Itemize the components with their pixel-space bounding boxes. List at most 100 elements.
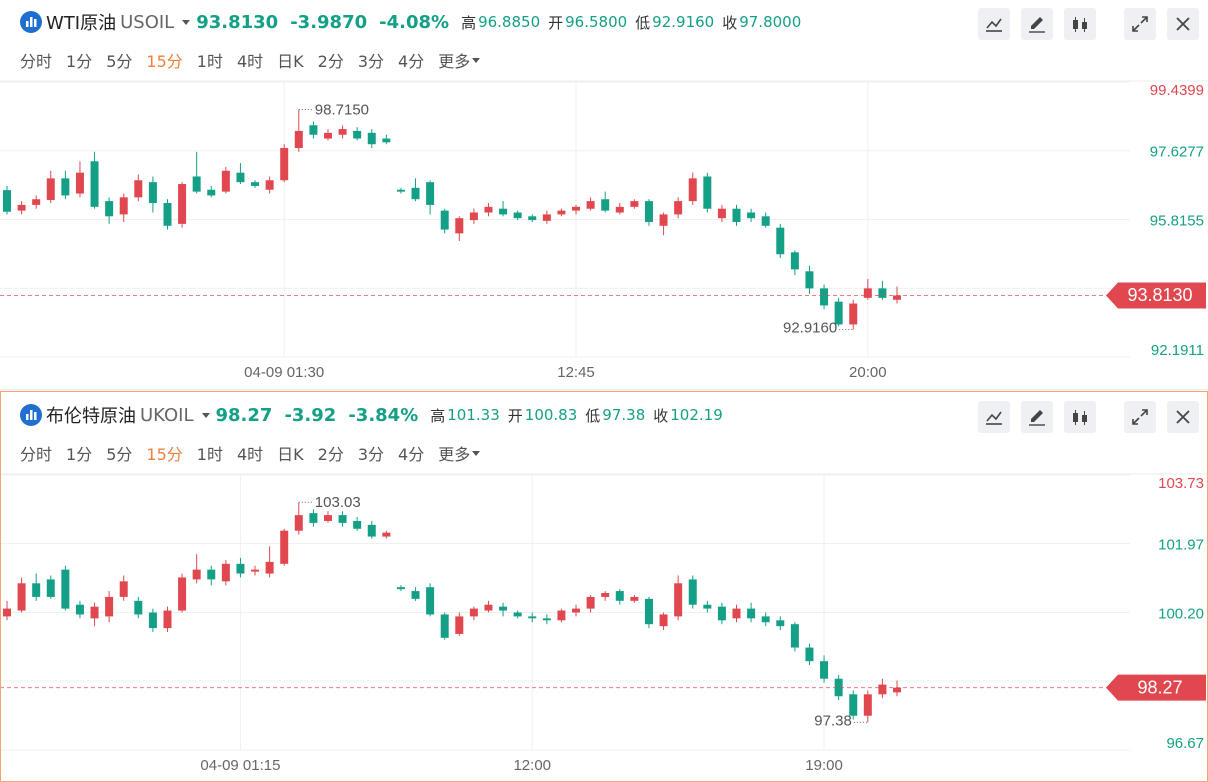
- candle-body: [776, 227, 785, 255]
- y-tick-label: 99.4399: [1150, 82, 1204, 99]
- max-label: 103.03: [315, 494, 361, 511]
- candle-body: [659, 214, 668, 226]
- interval-option[interactable]: 5分: [106, 445, 133, 464]
- candle-body: [659, 614, 668, 627]
- interval-option[interactable]: 3分: [357, 52, 385, 71]
- chart-type-button[interactable]: [1064, 8, 1096, 40]
- candle-body: [105, 201, 114, 217]
- candle-body: [542, 618, 551, 621]
- indicator-button[interactable]: [978, 401, 1010, 433]
- candle-body: [586, 596, 595, 609]
- candle-body: [761, 216, 770, 226]
- stat-name: 开: [548, 13, 564, 32]
- interval-option[interactable]: 更多: [438, 52, 471, 71]
- indicator-button[interactable]: [978, 8, 1010, 40]
- candle-body: [411, 187, 420, 200]
- interval-option[interactable]: 4分: [398, 445, 425, 464]
- interval-option[interactable]: 15分: [146, 445, 183, 464]
- stat-value: 100.83: [524, 406, 578, 424]
- stat-value: 96.8850: [478, 13, 541, 31]
- instrument-symbol[interactable]: USOIL: [120, 11, 175, 33]
- last-price-badge-label: 98.27: [1137, 677, 1182, 697]
- candle-body: [46, 178, 55, 200]
- candle-body: [178, 184, 187, 224]
- candle-body: [192, 176, 201, 192]
- candle-body: [323, 132, 332, 139]
- instrument-name: WTI原油: [46, 13, 117, 34]
- interval-option[interactable]: 2分: [317, 52, 344, 71]
- candle-body: [644, 201, 653, 222]
- icon: [20, 404, 42, 426]
- fullscreen-button[interactable]: [1124, 8, 1156, 40]
- candle-body: [163, 610, 172, 629]
- interval-option[interactable]: 1时: [196, 52, 223, 71]
- candle-body: [790, 624, 799, 648]
- y-tick-label: 101.97: [1158, 537, 1204, 554]
- x-tick-label: 04-09 01:15: [200, 757, 280, 774]
- candle-body: [863, 694, 872, 716]
- candle-body: [251, 569, 260, 572]
- interval-option[interactable]: 3分: [357, 445, 385, 464]
- symbol-icon: [20, 11, 42, 33]
- stat-name: 低: [635, 13, 651, 32]
- x-tick-label: 12:00: [513, 757, 551, 774]
- candle-body: [557, 610, 566, 621]
- candle-body: [469, 212, 478, 221]
- stat-value: 97.38: [602, 406, 646, 424]
- candle-body: [61, 178, 70, 196]
- interval-option[interactable]: 1时: [196, 445, 223, 464]
- fullscreen-button[interactable]: [1124, 401, 1156, 433]
- candle-body: [134, 180, 143, 198]
- draw-button[interactable]: [1021, 8, 1053, 40]
- close-button[interactable]: [1167, 401, 1199, 433]
- candle-body: [17, 583, 26, 611]
- candle-body: [353, 520, 362, 529]
- interval-option[interactable]: 更多: [438, 445, 471, 464]
- interval-option[interactable]: 15分: [146, 52, 183, 71]
- candle-body: [601, 199, 610, 211]
- interval-option[interactable]: 4时: [236, 445, 264, 464]
- interval-option[interactable]: 日K: [277, 445, 304, 464]
- stat-value: 92.9160: [652, 13, 715, 31]
- stat-value: 96.5800: [565, 13, 628, 31]
- interval-option[interactable]: 日K: [277, 52, 304, 71]
- candle-body: [484, 206, 493, 213]
- candle-body: [688, 178, 697, 202]
- interval-option[interactable]: 4时: [236, 52, 264, 71]
- candle-body: [382, 532, 391, 537]
- interval-option[interactable]: 4分: [398, 52, 425, 71]
- candle-body: [878, 684, 887, 695]
- candle-body: [834, 678, 843, 697]
- candle-body: [32, 199, 41, 205]
- candle-body: [893, 687, 901, 693]
- interval-option[interactable]: 1分: [66, 445, 93, 464]
- draw-button[interactable]: [1021, 401, 1053, 433]
- candle-body: [411, 591, 420, 599]
- x-tick-label: 19:00: [805, 757, 843, 774]
- interval-option[interactable]: 分时: [20, 445, 53, 464]
- interval-option[interactable]: 1分: [66, 52, 93, 71]
- close-button[interactable]: [1167, 8, 1199, 40]
- last-price-badge: [1106, 282, 1206, 309]
- interval-option[interactable]: 2分: [317, 445, 344, 464]
- candle-body: [221, 563, 230, 582]
- candle-body: [178, 577, 187, 611]
- interval-bar: 分时 1分 5分 15分 1时 4时 日K 2分 3分 4分 更多: [20, 441, 481, 465]
- candle-body: [367, 132, 376, 145]
- interval-option[interactable]: 分时: [20, 52, 53, 71]
- instrument-symbol[interactable]: UKOIL: [140, 404, 194, 426]
- candle-body: [338, 129, 347, 135]
- candle-body: [469, 608, 478, 617]
- candle-body: [163, 203, 172, 226]
- chart-type-button[interactable]: [1064, 401, 1096, 433]
- candle-body: [805, 647, 814, 662]
- min-label: 97.38: [814, 712, 852, 729]
- candle-body: [192, 569, 201, 580]
- stat-name: 收: [653, 406, 669, 425]
- candle-body: [3, 190, 11, 212]
- candle-body: [572, 608, 581, 613]
- candle-body: [513, 212, 522, 219]
- interval-option[interactable]: 5分: [106, 52, 133, 71]
- x-tick-label: 12:45: [557, 364, 595, 381]
- candle-body: [528, 216, 537, 221]
